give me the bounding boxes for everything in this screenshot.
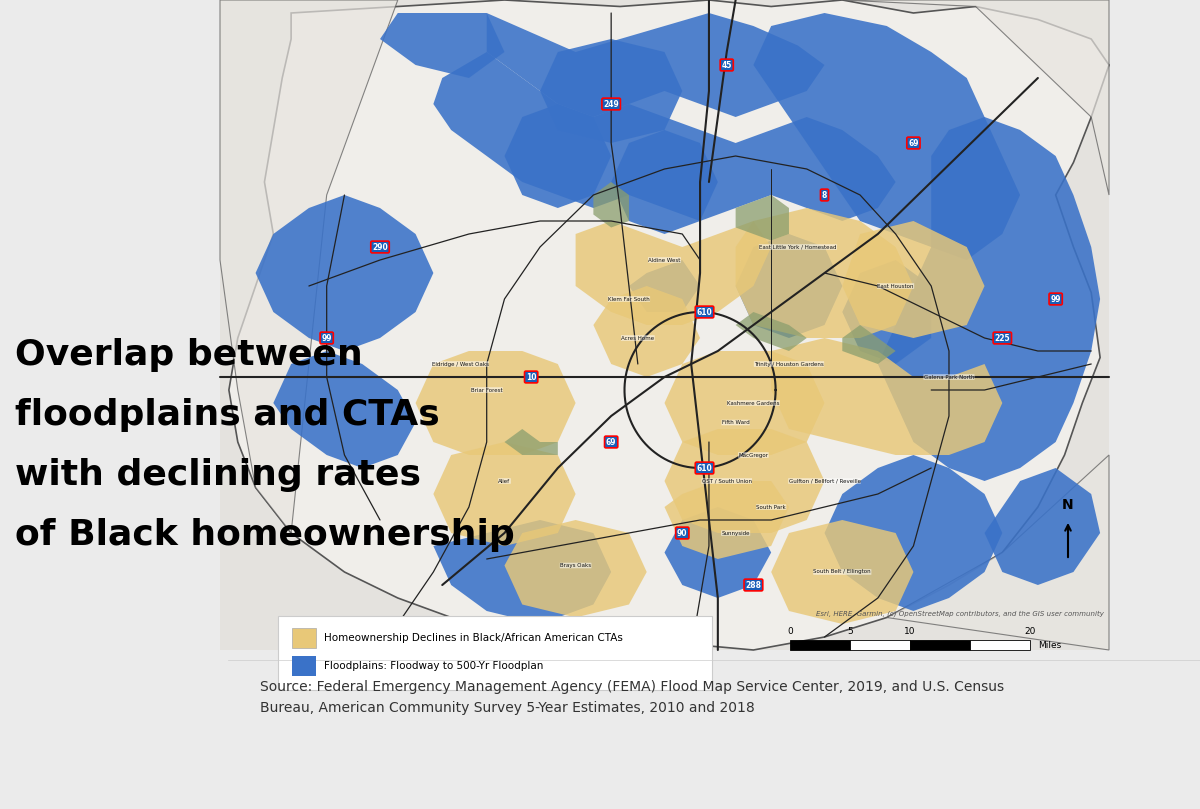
Text: Overlap between: Overlap between	[14, 338, 362, 372]
Text: Fifth Ward: Fifth Ward	[721, 420, 750, 425]
Text: Acres Home: Acres Home	[622, 336, 654, 341]
Text: 90: 90	[677, 528, 688, 537]
Text: 288: 288	[745, 581, 762, 590]
Text: East Little York / Homestead: East Little York / Homestead	[760, 244, 836, 249]
Text: Aldine West: Aldine West	[648, 257, 680, 262]
Text: 290: 290	[372, 243, 388, 252]
Bar	[220, 0, 1109, 650]
Text: Kashmere Gardens: Kashmere Gardens	[727, 400, 780, 405]
Text: floodplains and CTAs: floodplains and CTAs	[14, 398, 439, 432]
Polygon shape	[754, 13, 1020, 260]
Text: Eldridge / West Oaks: Eldridge / West Oaks	[432, 362, 488, 366]
Polygon shape	[842, 325, 895, 364]
Polygon shape	[665, 507, 772, 598]
Text: South Park: South Park	[756, 505, 786, 510]
Polygon shape	[593, 286, 700, 377]
Text: 99: 99	[322, 333, 332, 342]
Text: 225: 225	[995, 333, 1010, 342]
Text: MacGregor: MacGregor	[738, 452, 768, 458]
Polygon shape	[665, 351, 824, 455]
Bar	[970, 640, 1030, 650]
Text: Homeownership Declines in Black/African American CTAs: Homeownership Declines in Black/African …	[324, 633, 623, 643]
Polygon shape	[504, 520, 647, 617]
Bar	[910, 640, 970, 650]
Text: with declining rates: with declining rates	[14, 458, 421, 492]
Polygon shape	[736, 195, 788, 240]
Polygon shape	[887, 455, 1109, 650]
Text: Miles: Miles	[1038, 641, 1061, 650]
Polygon shape	[576, 221, 772, 325]
Polygon shape	[842, 260, 931, 364]
Text: of Black homeownership: of Black homeownership	[14, 518, 515, 552]
Polygon shape	[736, 208, 913, 338]
Text: 99: 99	[1050, 294, 1061, 303]
Polygon shape	[274, 351, 415, 468]
Polygon shape	[593, 182, 629, 227]
Text: Sunnyside: Sunnyside	[721, 531, 750, 536]
Text: 5: 5	[847, 627, 853, 636]
Text: Briar Forest: Briar Forest	[470, 388, 503, 392]
Polygon shape	[433, 520, 611, 624]
Polygon shape	[229, 0, 1109, 650]
Polygon shape	[220, 0, 398, 533]
FancyBboxPatch shape	[278, 616, 712, 690]
Polygon shape	[665, 481, 788, 559]
Polygon shape	[380, 13, 504, 78]
Text: N: N	[1062, 498, 1074, 512]
Polygon shape	[736, 312, 806, 351]
Polygon shape	[415, 351, 576, 455]
Text: 69: 69	[908, 138, 919, 147]
Text: OST / South Union: OST / South Union	[702, 478, 751, 484]
Text: Floodplains: Floodway to 500-Yr Floodplan: Floodplains: Floodway to 500-Yr Floodpla…	[324, 661, 544, 671]
Polygon shape	[611, 130, 718, 234]
Text: Galena Park North: Galena Park North	[924, 375, 974, 379]
Bar	[790, 640, 850, 650]
Bar	[292, 656, 316, 676]
Polygon shape	[433, 52, 895, 221]
Text: 249: 249	[604, 100, 619, 108]
Polygon shape	[487, 13, 824, 117]
Polygon shape	[540, 39, 683, 143]
Polygon shape	[736, 234, 842, 338]
Polygon shape	[984, 468, 1100, 585]
Polygon shape	[842, 0, 1109, 195]
Polygon shape	[772, 520, 913, 624]
Text: Klem Far South: Klem Far South	[608, 297, 650, 302]
Text: Gulfton / Bellfort / Reveille: Gulfton / Bellfort / Reveille	[788, 478, 860, 484]
Polygon shape	[665, 429, 824, 533]
Text: 10: 10	[905, 627, 916, 636]
Text: South Belt / Ellington: South Belt / Ellington	[814, 570, 871, 574]
Text: Trinity / Houston Gardens: Trinity / Houston Gardens	[754, 362, 824, 366]
Polygon shape	[256, 195, 433, 351]
Text: 0: 0	[787, 627, 793, 636]
Polygon shape	[504, 104, 611, 208]
Text: 20: 20	[1025, 627, 1036, 636]
Polygon shape	[824, 455, 1002, 611]
Polygon shape	[433, 442, 576, 546]
Text: 8: 8	[822, 190, 827, 200]
Text: 45: 45	[721, 61, 732, 70]
Text: 610: 610	[697, 464, 713, 472]
Polygon shape	[504, 429, 558, 455]
Polygon shape	[772, 338, 1002, 455]
Text: Source: Federal Emergency Management Agency (FEMA) Flood Map Service Center, 201: Source: Federal Emergency Management Age…	[260, 680, 1004, 714]
Polygon shape	[842, 221, 984, 338]
Text: Esri, HERE, Garmin, (c) OpenStreetMap contributors, and the GIS user community: Esri, HERE, Garmin, (c) OpenStreetMap co…	[816, 610, 1104, 616]
Bar	[850, 640, 910, 650]
Polygon shape	[629, 260, 700, 312]
Polygon shape	[878, 117, 1100, 481]
Text: East Houston: East Houston	[877, 283, 914, 289]
Text: Brays Oaks: Brays Oaks	[560, 563, 592, 568]
Bar	[292, 628, 316, 648]
Text: 10: 10	[526, 372, 536, 382]
Text: 69: 69	[606, 438, 617, 447]
Text: Alief: Alief	[498, 478, 510, 484]
Text: 610: 610	[697, 307, 713, 316]
